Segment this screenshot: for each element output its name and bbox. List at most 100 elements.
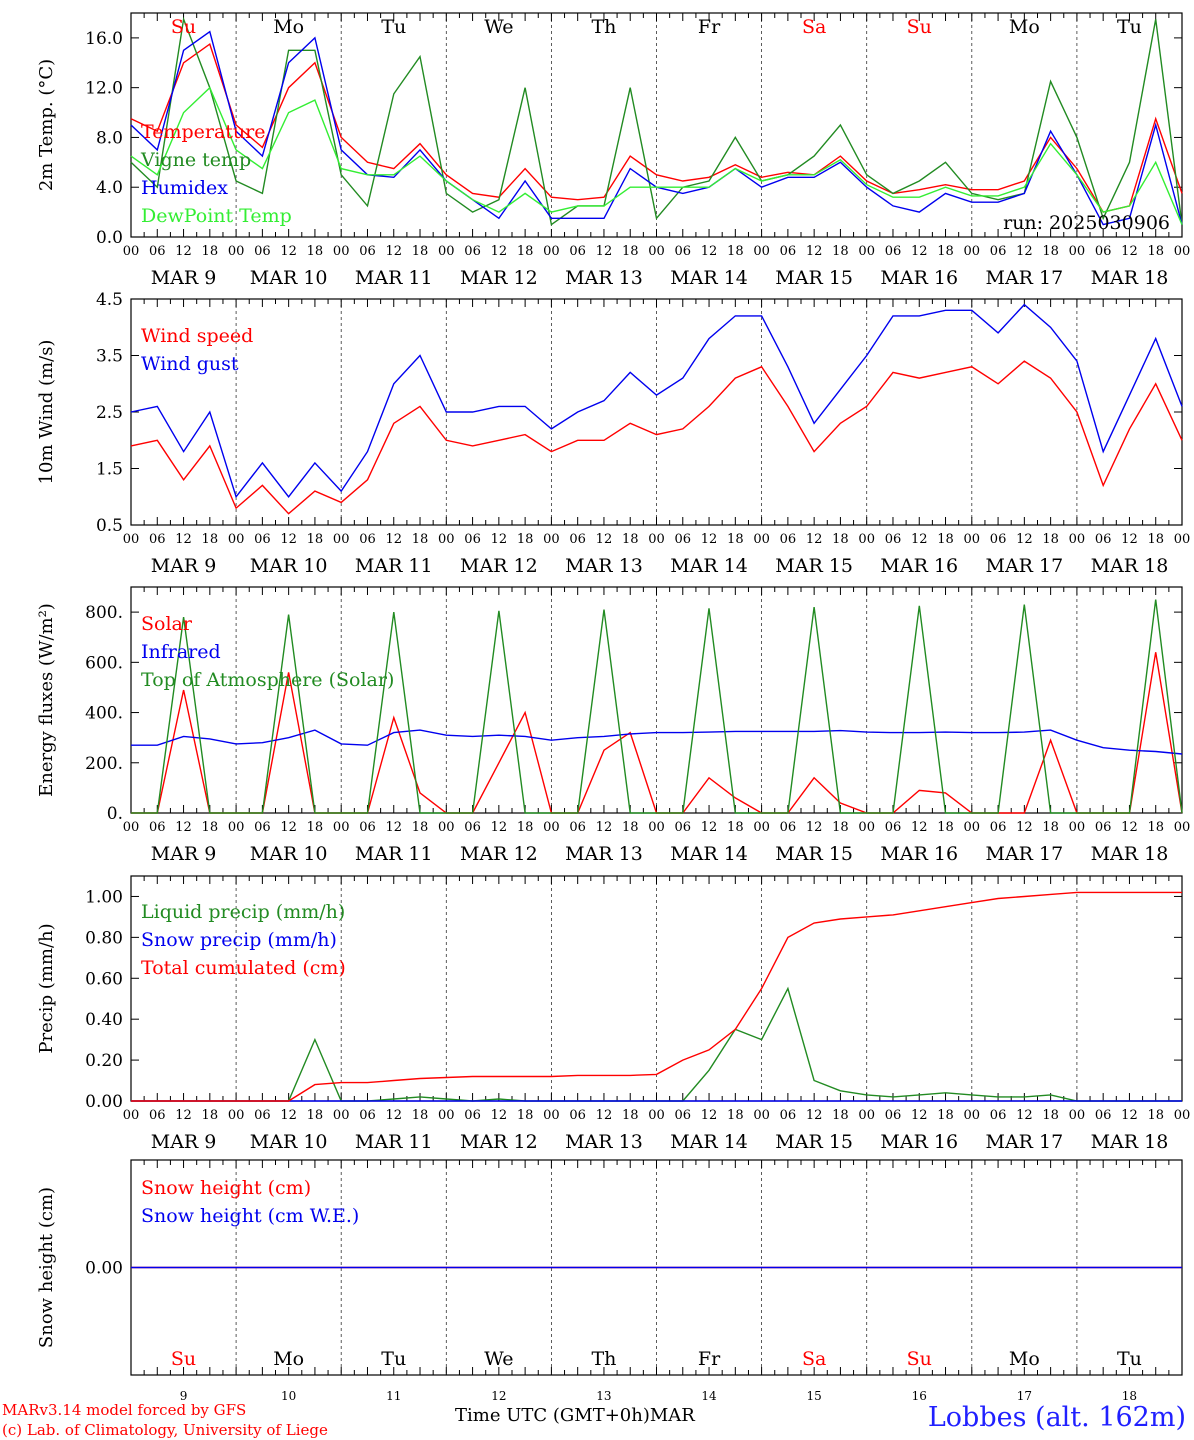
hour-tick-label: 18 — [727, 532, 744, 547]
hour-tick-label: 06 — [675, 532, 692, 547]
hour-tick-label: 18 — [622, 532, 639, 547]
hour-tick-label: 00 — [858, 244, 875, 259]
legend-entry: Infrared — [141, 641, 221, 663]
hour-tick-label: 06 — [464, 244, 481, 259]
date-label: MAR 17 — [985, 555, 1063, 577]
hour-tick-label: 00 — [1069, 244, 1086, 259]
hour-tick-label: 18 — [832, 820, 849, 835]
date-label: MAR 18 — [1091, 1131, 1169, 1153]
date-label: MAR 18 — [1091, 267, 1169, 289]
hour-tick-label: 06 — [885, 244, 902, 259]
date-label: MAR 16 — [880, 555, 958, 577]
hour-tick-label: 18 — [1042, 1108, 1059, 1123]
date-label: MAR 9 — [151, 267, 217, 289]
hour-tick-label: 12 — [385, 532, 402, 547]
hour-tick-label: 06 — [254, 244, 271, 259]
day-number-label: 17 — [1017, 1389, 1032, 1403]
hour-tick-label: 18 — [1042, 244, 1059, 259]
hour-tick-label: 12 — [491, 532, 508, 547]
hour-tick-label: 06 — [885, 820, 902, 835]
hour-tick-label: 00 — [438, 1108, 455, 1123]
hour-tick-label: 18 — [517, 1108, 534, 1123]
date-label: MAR 13 — [565, 1131, 643, 1153]
date-label: MAR 17 — [985, 843, 1063, 865]
panel-4: 0.00 0.20 0.40 0.60 0.80 1.00 Precip (mm/h) Liq… — [36, 875, 1190, 1153]
hour-tick-label: 06 — [254, 1108, 271, 1123]
hour-tick-label: 06 — [675, 1108, 692, 1123]
y-axis-label: 2m Temp. (°C) — [36, 59, 57, 191]
hour-tick-label: 06 — [569, 1108, 586, 1123]
hour-tick-label: 06 — [990, 820, 1007, 835]
panel-2: 0.5 1.5 2.5 3.5 4.5 10m Wind (m/s) Wind speed W… — [36, 290, 1190, 577]
hour-tick-label: 18 — [517, 244, 534, 259]
hour-tick-label: 18 — [1147, 532, 1164, 547]
series-line-wind-gust — [130, 303, 1183, 499]
hour-tick-label: 12 — [1121, 820, 1138, 835]
hour-tick-label: 18 — [1042, 532, 1059, 547]
hour-tick-label: 12 — [491, 1108, 508, 1123]
day-abbr-label: Th — [591, 1348, 616, 1370]
hour-tick-label: 06 — [359, 1108, 376, 1123]
day-abbr-label: Tu — [1117, 1348, 1142, 1370]
hour-tick-label: 00 — [438, 532, 455, 547]
hour-tick-label: 00 — [543, 820, 560, 835]
date-label: MAR 10 — [250, 555, 328, 577]
hour-tick-label: 00 — [228, 244, 245, 259]
hour-tick-label: 06 — [990, 1108, 1007, 1123]
hour-tick-label: 00 — [858, 820, 875, 835]
hour-tick-label: 12 — [280, 820, 297, 835]
day-number-label: 18 — [1122, 1389, 1137, 1403]
hour-tick-label: 18 — [517, 532, 534, 547]
y-tick-label: 0.80 — [85, 928, 123, 948]
day-abbr-label: Sa — [802, 1348, 826, 1370]
hour-tick-label: 12 — [1121, 244, 1138, 259]
date-label: MAR 14 — [670, 267, 748, 289]
date-label: MAR 9 — [151, 1131, 217, 1153]
hour-tick-label: 18 — [937, 820, 954, 835]
hour-tick-label: 12 — [491, 244, 508, 259]
hour-tick-label: 12 — [175, 1108, 192, 1123]
hour-tick-label: 06 — [149, 244, 166, 259]
date-label: MAR 17 — [985, 1131, 1063, 1153]
legend-entry: Vigne temp — [140, 149, 251, 171]
hour-tick-label: 06 — [885, 1108, 902, 1123]
hour-tick-label: 00 — [333, 820, 350, 835]
panel-3: 0. 200. 400. 600. 800. Energy fluxes (W/m²) So… — [36, 586, 1190, 865]
series-line-top-of-atmosphere-solar- — [131, 599, 1183, 814]
hour-tick-label: 00 — [648, 1108, 665, 1123]
y-tick-label: 12.0 — [85, 79, 123, 99]
hour-tick-label: 00 — [333, 532, 350, 547]
hour-tick-label: 18 — [202, 820, 219, 835]
series-line-infrared — [131, 729, 1183, 755]
hour-tick-label: 00 — [228, 820, 245, 835]
station-name: Lobbes (alt. 162m) — [927, 1402, 1186, 1433]
model-credit-line1: MARv3.14 model forced by GFS — [2, 1401, 247, 1419]
y-tick-label: 3.5 — [96, 347, 123, 367]
day-abbr-label: Su — [171, 16, 196, 38]
legend-entry: Snow height (cm) — [141, 1177, 311, 1199]
hour-tick-label: 06 — [675, 820, 692, 835]
date-label: MAR 13 — [565, 843, 643, 865]
hour-tick-label: 12 — [1016, 244, 1033, 259]
time-axis-title: Time UTC (GMT+0h)MAR — [455, 1405, 695, 1426]
hour-tick-label: 12 — [806, 820, 823, 835]
day-number-label: 16 — [912, 1389, 927, 1403]
hour-tick-label: 00 — [858, 532, 875, 547]
hour-tick-label: 06 — [1095, 1108, 1112, 1123]
hour-tick-label: 12 — [175, 820, 192, 835]
date-label: MAR 16 — [880, 843, 958, 865]
y-tick-label: 0.00 — [85, 1259, 123, 1279]
day-abbr-label: Th — [591, 16, 616, 38]
hour-tick-label: 18 — [517, 820, 534, 835]
hour-tick-label: 00 — [333, 244, 350, 259]
model-credit: MARv3.14 model forced by GFS (c) Lab. of… — [2, 1400, 328, 1440]
hour-tick-label: 00 — [1069, 820, 1086, 835]
plot-frame — [130, 12, 1183, 238]
hour-tick-label: 18 — [832, 532, 849, 547]
day-abbr-label: Su — [907, 16, 932, 38]
hour-tick-label: 06 — [464, 1108, 481, 1123]
y-tick-label: 16.0 — [85, 29, 123, 49]
hour-tick-label: 12 — [385, 244, 402, 259]
hour-tick-label: 18 — [622, 1108, 639, 1123]
hour-tick-label: 06 — [990, 532, 1007, 547]
